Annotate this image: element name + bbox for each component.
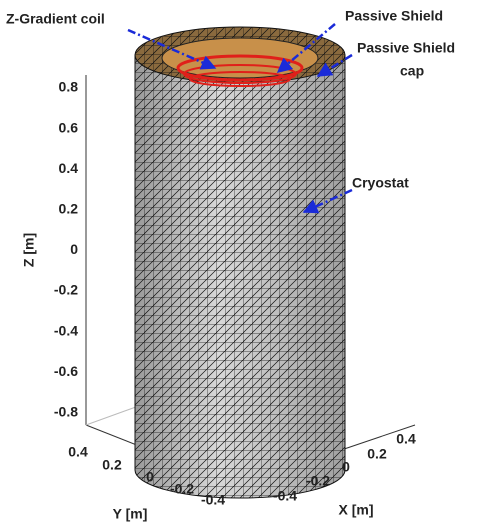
- z-tick-label: -0.2: [54, 282, 78, 298]
- z-tick-label: 0.6: [59, 119, 79, 135]
- z-tick-label: -0.6: [54, 363, 78, 379]
- x-axis-label: X [m]: [339, 502, 374, 518]
- z-tick-label: 0.4: [59, 160, 79, 176]
- z-tick-label: -0.4: [54, 322, 78, 338]
- y-tick-label: 0: [146, 469, 154, 485]
- cryostat-mesh: [135, 27, 345, 498]
- page: Z-Gradient coil Passive Shield Passive Shi…: [0, 0, 483, 527]
- y-tick-label: -0.4: [201, 492, 225, 508]
- y-tick-label: 0.2: [102, 457, 122, 473]
- z-axis-label: Z [m]: [21, 233, 37, 267]
- annotation: Passive Shield: [357, 40, 455, 56]
- annotation: cap: [400, 63, 424, 79]
- annotation: Cryostat: [352, 175, 409, 191]
- annotation: Z-Gradient coil: [6, 11, 105, 27]
- y-tick-label: -0.2: [170, 481, 194, 497]
- y-tick-label: 0.4: [68, 444, 88, 460]
- x-tick-label: -0.4: [273, 488, 297, 504]
- z-tick-label: 0.2: [59, 201, 79, 217]
- x-tick-label: 0.2: [367, 446, 387, 462]
- annotation: Passive Shield: [345, 8, 443, 24]
- z-tick-label: -0.8: [54, 404, 78, 420]
- x-tick-label: 0: [342, 459, 350, 475]
- x-tick-label: -0.2: [306, 473, 330, 489]
- x-tick-label: 0.4: [396, 431, 416, 447]
- z-tick-label: 0.8: [59, 79, 79, 95]
- figure: Z-Gradient coil Passive Shield Passive Shi…: [0, 0, 483, 527]
- y-axis-label: Y [m]: [113, 506, 148, 522]
- z-tick-label: 0: [70, 241, 78, 257]
